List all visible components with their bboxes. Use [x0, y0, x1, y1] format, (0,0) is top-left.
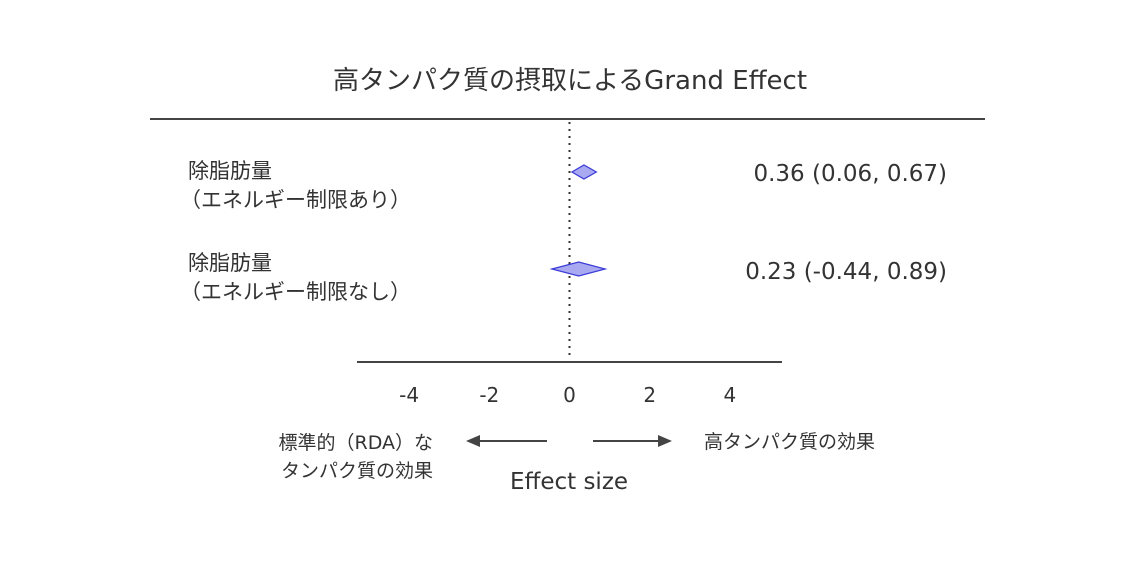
x-tick-label: 4	[724, 383, 737, 407]
forest-row-2: 除脂肪量 （エネルギー制限なし） 0.23 (-0.44, 0.89)	[180, 251, 947, 304]
x-tick-label: -2	[479, 383, 499, 407]
arrow-left-head-icon	[466, 435, 480, 447]
direction-right: 高タンパク質の効果	[593, 431, 875, 453]
row-label-line2: （エネルギー制限なし）	[180, 280, 411, 304]
effect-diamond	[570, 164, 598, 180]
x-tick-label: 0	[563, 383, 576, 407]
row-label-line2: （エネルギー制限あり）	[180, 188, 411, 212]
direction-left-line1: 標準的（RDA）な	[279, 432, 434, 454]
x-axis-ticks: -4 -2 0 2 4	[399, 383, 736, 407]
ci-text: 0.36 (0.06, 0.67)	[753, 161, 947, 187]
row-label-line1: 除脂肪量	[188, 159, 272, 183]
ci-text: 0.23 (-0.44, 0.89)	[745, 259, 947, 285]
direction-right-label: 高タンパク質の効果	[704, 431, 875, 453]
arrow-right-head-icon	[658, 435, 672, 447]
direction-left: 標準的（RDA）な タンパク質の効果	[279, 432, 547, 482]
effect-diamond	[549, 261, 608, 277]
x-tick-label: 2	[643, 383, 656, 407]
chart-title: 高タンパク質の摂取によるGrand Effect	[333, 66, 807, 96]
row-label-line1: 除脂肪量	[188, 251, 272, 275]
x-tick-label: -4	[399, 383, 419, 407]
direction-left-line2: タンパク質の効果	[281, 460, 433, 482]
forest-row-1: 除脂肪量 （エネルギー制限あり） 0.36 (0.06, 0.67)	[180, 159, 947, 212]
x-axis-label: Effect size	[510, 469, 628, 495]
